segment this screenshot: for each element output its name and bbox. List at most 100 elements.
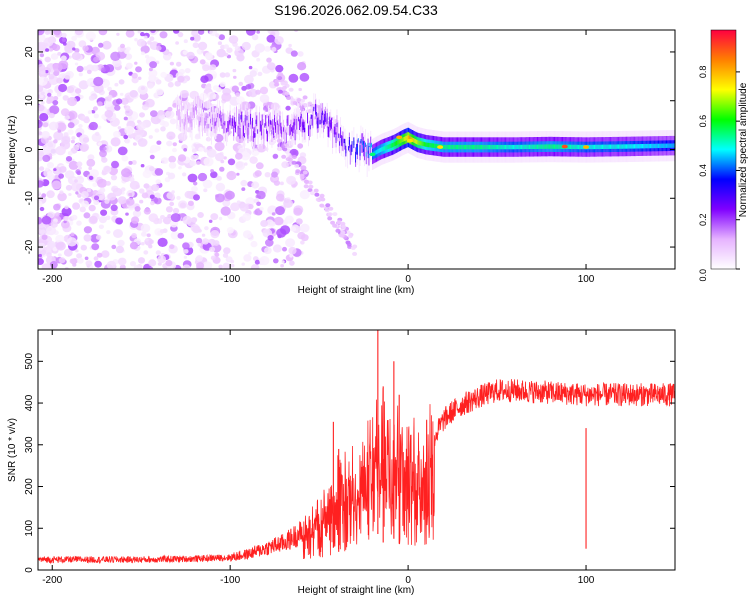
ridge-cell (609, 144, 611, 149)
x-tick-label: 0 (405, 575, 411, 586)
noise-blob (235, 92, 241, 97)
noise-blob (180, 90, 189, 99)
ridge-cell (379, 148, 381, 153)
noise-blob (166, 131, 176, 140)
noise-blob (104, 145, 113, 153)
ridge-cell (455, 144, 457, 150)
ridge-cell (546, 144, 548, 149)
ridge-cell (188, 116, 190, 121)
noise-blob (145, 98, 155, 108)
noise-blob (149, 266, 153, 269)
ridge-cell (300, 113, 302, 119)
noise-blob (46, 140, 56, 150)
y-tick-label: 300 (24, 436, 35, 453)
noise-blob (266, 62, 276, 71)
ridge-cell (631, 144, 632, 149)
noise-blob (74, 62, 79, 66)
ridge-cell (334, 123, 336, 135)
ridge-cell (259, 112, 260, 132)
ridge-cell (461, 144, 463, 150)
ridge-cell (281, 129, 283, 135)
ridge-cell (579, 144, 581, 150)
ridge-cell (433, 143, 435, 148)
branch-blob (274, 82, 280, 87)
ridge-cell (629, 144, 631, 149)
noise-blob (271, 47, 277, 52)
ridge-cell (430, 143, 432, 148)
ridge-cell (558, 144, 560, 149)
noise-blob (105, 215, 111, 221)
ridge-cell (669, 143, 671, 148)
ridge-cell (283, 127, 284, 132)
ridge-cell (537, 144, 539, 149)
noise-blob (285, 47, 293, 54)
noise-blob (281, 260, 285, 264)
ridge-cell (202, 116, 203, 137)
noise-blob (86, 158, 96, 167)
ridge-cell (597, 144, 599, 150)
ridge-cell (549, 144, 550, 149)
noise-blob (187, 200, 194, 206)
ridge-cell (326, 116, 328, 121)
ridge-cell (405, 136, 406, 141)
noise-blob (38, 33, 46, 42)
noise-blob (106, 230, 111, 235)
noise-blob (84, 256, 89, 261)
noise-blob (271, 171, 278, 178)
ridge-cell (536, 144, 538, 149)
ridge-cell (260, 124, 262, 136)
ridge-cell (454, 144, 456, 150)
ridge-cell (197, 99, 199, 131)
ridge-cell (391, 143, 393, 148)
ridge-cell (221, 124, 223, 129)
ridge-cell (226, 128, 228, 133)
ridge-cell (195, 106, 196, 111)
ridge-cell (545, 144, 547, 149)
x-tick-label: 100 (578, 274, 595, 285)
noise-blob (132, 142, 137, 146)
ridge-cell (220, 118, 222, 123)
ridge-cell (251, 121, 252, 141)
noise-blob (168, 162, 177, 169)
branch-blob (277, 89, 283, 94)
noise-blob (231, 85, 239, 93)
ridge-cell (261, 114, 263, 126)
noise-blob (43, 77, 49, 82)
noise-blob (218, 34, 225, 41)
ridge-cell (256, 115, 258, 127)
x-tick-label: -200 (42, 575, 62, 586)
noise-blob (166, 140, 173, 147)
ridge-cell (640, 144, 642, 149)
ridge-cell (384, 145, 386, 151)
tail-blob (280, 144, 286, 149)
noise-blob (230, 259, 235, 264)
noise-blob (112, 187, 123, 197)
noise-blob (97, 125, 102, 129)
noise-blob (137, 257, 146, 264)
noise-blob (41, 234, 48, 240)
noise-blob (101, 250, 110, 258)
ridge-cell (364, 140, 365, 161)
ridge-cell (408, 135, 410, 140)
ridge-cell (459, 144, 461, 150)
noise-blob (57, 253, 62, 257)
ridge-cell (324, 117, 325, 122)
ridge-cell (258, 117, 260, 149)
noise-blob (58, 257, 66, 264)
noise-blob (177, 75, 185, 83)
ridge-cell (665, 143, 667, 148)
noise-blob (105, 181, 111, 186)
ridge-cell (363, 144, 365, 149)
ridge-cell (527, 144, 529, 150)
ridge-cell (213, 117, 215, 129)
noise-blob (259, 256, 270, 266)
ridge-cell (358, 141, 360, 173)
ridge-cell (624, 144, 626, 149)
noise-blob (70, 232, 75, 237)
noise-blob (280, 225, 291, 235)
noise-blob (117, 146, 128, 156)
ridge-cell (356, 147, 357, 152)
noise-blob (49, 105, 60, 115)
noise-blob (95, 234, 102, 240)
tail-blob (339, 233, 345, 238)
